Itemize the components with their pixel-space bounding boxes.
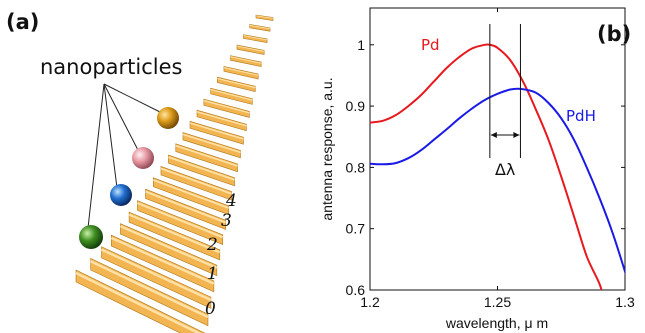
nanorod-highlight xyxy=(128,213,221,254)
x-axis-ticks: 1.2 1.25 1.3 xyxy=(360,8,635,310)
panel-a: (a) nanoparticles 0 1 2 3 4 xyxy=(6,10,274,333)
nanorod xyxy=(145,188,227,230)
delta-arrow-head-right xyxy=(513,132,520,138)
series-line-pdh xyxy=(370,87,625,276)
delta-lambda-label: Δλ xyxy=(495,160,515,179)
series-line-pd xyxy=(370,43,603,290)
y-tick-label: 0.8 xyxy=(346,159,366,175)
nanorod xyxy=(189,120,244,145)
index-label-2: 2 xyxy=(206,235,218,255)
nanorod-highlight xyxy=(119,225,218,269)
delta-arrow-head-left xyxy=(490,132,497,138)
nanoparticles-label: nanoparticles xyxy=(40,55,182,79)
pointer-lines xyxy=(87,83,163,229)
x-tick-label: 1.2 xyxy=(360,294,380,310)
orange-sphere xyxy=(157,107,179,129)
blue-sphere xyxy=(110,184,132,206)
nanorod xyxy=(100,246,212,309)
nanorod xyxy=(128,211,221,261)
nanorod xyxy=(203,98,250,118)
pink-sphere xyxy=(132,147,154,169)
nanorod xyxy=(75,269,206,333)
nanorod xyxy=(255,14,274,21)
x-axis-label: wavelength, μ m xyxy=(445,315,548,331)
nanorod-highlight xyxy=(230,56,262,64)
nanorod-body xyxy=(75,269,206,333)
nanorod-highlight xyxy=(145,190,227,224)
nanorod xyxy=(119,223,218,277)
nanorod-highlight xyxy=(152,179,229,209)
nanorod-highlight xyxy=(196,111,247,127)
nanorod xyxy=(137,200,224,245)
nanorod-highlight xyxy=(223,67,259,76)
nanorod xyxy=(182,132,241,159)
y-tick-label: 1 xyxy=(357,37,365,53)
nanorod xyxy=(110,234,215,293)
nanorod-highlight xyxy=(210,88,253,101)
y-tick-label: 0.6 xyxy=(346,282,366,298)
nanorod xyxy=(160,165,232,201)
nanorod xyxy=(236,44,265,55)
nanorod-highlight xyxy=(189,122,244,140)
nanorod-highlight xyxy=(249,24,271,30)
series-label-pd: Pd xyxy=(421,36,440,54)
series-label-pdh: PdH xyxy=(566,107,596,125)
nanorod xyxy=(243,34,268,44)
plot-frame xyxy=(369,7,626,291)
nanorod xyxy=(175,143,238,173)
nanorod-highlight xyxy=(255,15,274,19)
nanorod-highlight xyxy=(168,156,235,181)
panel-b: (b) 0.6 0.7 0.8 0.9 1 1.2 1.25 1.3 Δλ Pd PdH w… xyxy=(319,7,635,331)
nanorod xyxy=(249,24,271,32)
panel-a-label: (a) xyxy=(6,10,39,34)
nanorod-highlight xyxy=(100,248,212,302)
nanorod-highlight xyxy=(182,133,241,154)
y-axis-ticks: 0.6 0.7 0.8 0.9 1 xyxy=(346,37,625,298)
y-axis-label: antenna response, a.u. xyxy=(319,77,335,220)
nanorod-highlight xyxy=(90,260,209,319)
panel-b-label: (b) xyxy=(597,22,631,46)
nanorod-highlight xyxy=(236,45,265,52)
nanorod xyxy=(230,55,262,67)
nanorod xyxy=(90,257,209,327)
nanorod-highlight xyxy=(75,271,202,333)
nanorod xyxy=(210,87,253,105)
nanorod xyxy=(168,154,235,187)
green-sphere xyxy=(79,225,103,249)
nanorod-highlight xyxy=(175,144,238,167)
nanorod xyxy=(217,76,256,92)
delta-arrow xyxy=(490,132,520,138)
index-label-0: 0 xyxy=(205,299,216,319)
index-label-3: 3 xyxy=(221,211,232,231)
index-label-1: 1 xyxy=(207,264,218,284)
nanorod-highlight xyxy=(243,35,268,41)
nanorod-highlight xyxy=(110,236,215,285)
nanorod xyxy=(152,177,229,216)
nanorod-highlight xyxy=(203,100,250,114)
x-tick-label: 1.25 xyxy=(484,294,511,310)
nanorod-highlight xyxy=(160,167,232,195)
y-tick-label: 0.7 xyxy=(346,221,366,237)
nanorod-highlight xyxy=(217,77,256,89)
index-label-4: 4 xyxy=(225,191,237,211)
y-tick-label: 0.9 xyxy=(346,98,366,114)
nanorod-array xyxy=(75,14,274,333)
nanorod-highlight xyxy=(137,202,224,239)
nanorod xyxy=(196,109,247,132)
nanorod xyxy=(223,65,259,80)
x-tick-label: 1.3 xyxy=(615,294,635,310)
